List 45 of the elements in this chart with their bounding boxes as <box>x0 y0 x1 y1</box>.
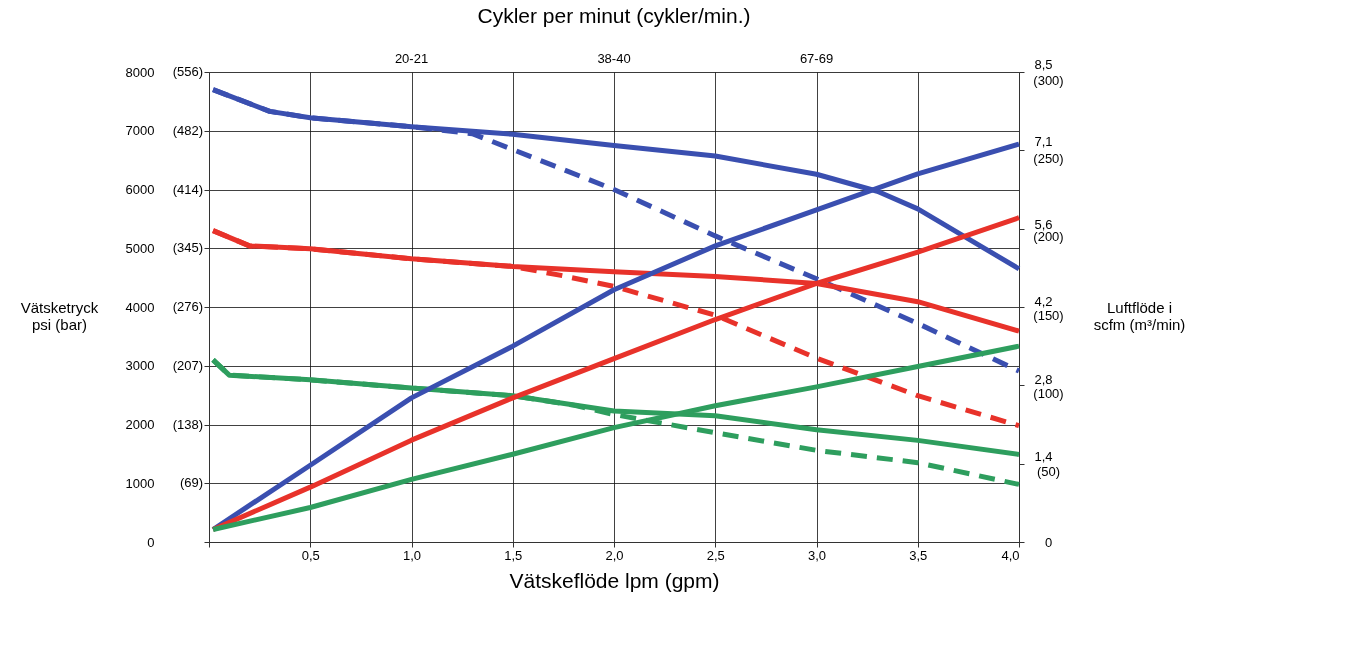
y2-tick-label: 0 <box>1044 534 1053 550</box>
y2-tick-label: (50) <box>1036 464 1061 480</box>
y3-tick-label: 1,4 <box>1034 449 1053 465</box>
x-axis-title: Vätskeflöde lpm (gpm) <box>509 568 720 592</box>
y-tick-label: 5000 <box>125 240 155 256</box>
text: (345) <box>172 240 203 256</box>
x-tick-label: 3,5 <box>909 547 928 563</box>
x-tick-label: 1,0 <box>402 547 422 563</box>
text: (556) <box>172 64 203 79</box>
text: 67-69 <box>799 51 834 66</box>
y-tick-label: 7000 <box>125 123 155 139</box>
y2-axis-title: Luftflöde i scfm (m³/min) <box>1093 298 1186 333</box>
y2-tick-label: (100) <box>1033 385 1064 401</box>
y-tick-label: 0 <box>147 534 155 550</box>
x-tick-label: 4,0 <box>1001 547 1020 563</box>
y2-tick-label: (200) <box>1033 229 1064 245</box>
text: (276) <box>172 299 203 314</box>
text: 20-21 <box>394 51 429 66</box>
y3-tick-label: 5,6 <box>1034 216 1053 232</box>
y-tick-label: 2000 <box>125 417 155 432</box>
y2-tick-label: (300) <box>1033 72 1064 88</box>
x-tick-label: 2,5 <box>706 547 725 563</box>
y3-tick-label: 4,2 <box>1034 294 1053 310</box>
y2-tick-label: (150) <box>1033 307 1064 323</box>
y-tick-label: 4000 <box>125 299 155 315</box>
y3-tick-label: 7,1 <box>1034 133 1053 149</box>
text: 38-40 <box>597 51 631 66</box>
text: (482) <box>172 122 203 138</box>
y-tick-label: 6000 <box>125 182 155 197</box>
y-axis-title: Vätsketryck psi (bar) <box>20 298 99 333</box>
y-tick-label: 3000 <box>125 358 155 374</box>
x-tick-label: 0,5 <box>301 547 320 563</box>
text: (414) <box>172 181 203 197</box>
text: (207) <box>172 357 203 373</box>
y-tick-label: 1000 <box>125 475 155 491</box>
y2-tick-label: (250) <box>1033 150 1064 166</box>
y3-tick-label: 8,5 <box>1034 56 1053 72</box>
y-tick-label: 8000 <box>125 64 155 80</box>
x-tick-label: 3,0 <box>807 547 827 563</box>
x-tick-label: 2,0 <box>605 547 624 563</box>
text: (69) <box>179 475 203 491</box>
x-tick-label: 1,5 <box>504 547 523 563</box>
text: (138) <box>172 416 203 432</box>
chart-title: Cykler per minut (cykler/min.) <box>477 4 751 27</box>
y3-tick-label: 2,8 <box>1034 371 1053 387</box>
